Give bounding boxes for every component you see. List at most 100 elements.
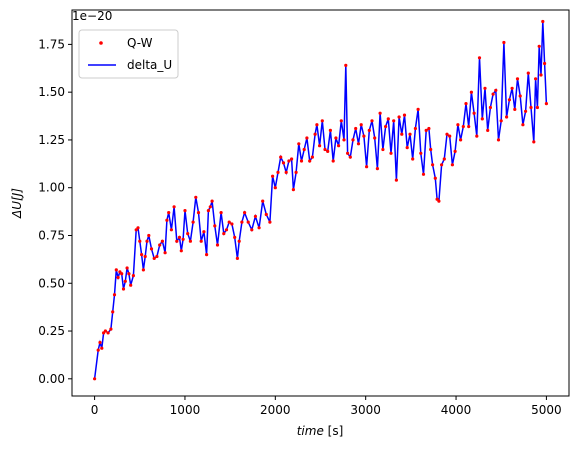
- data-point-q-w: [532, 140, 536, 144]
- data-point-q-w: [315, 123, 319, 127]
- data-point-q-w: [384, 125, 388, 129]
- data-point-q-w: [373, 136, 377, 140]
- data-point-q-w: [541, 19, 545, 24]
- data-point-q-w: [121, 287, 126, 291]
- data-point-q-w: [397, 115, 401, 119]
- data-point-q-w: [188, 239, 192, 243]
- data-point-q-w: [480, 117, 484, 121]
- data-point-q-w: [431, 163, 435, 167]
- data-point-q-w: [287, 159, 291, 163]
- data-point-q-w: [328, 128, 332, 132]
- data-point-q-w: [127, 272, 131, 276]
- data-point-q-w: [116, 275, 120, 280]
- data-point-q-w: [386, 117, 390, 121]
- data-point-q-w: [202, 230, 206, 234]
- data-point-q-w: [308, 159, 312, 163]
- data-point-q-w: [313, 132, 317, 136]
- data-point-q-w: [206, 209, 210, 213]
- x-axis-label: time [s]: [297, 424, 344, 438]
- data-point-q-w: [461, 125, 465, 129]
- data-point-q-w: [257, 226, 261, 230]
- data-point-q-w: [524, 109, 528, 113]
- data-point-q-w: [440, 163, 444, 167]
- data-point-q-w: [472, 111, 476, 115]
- data-point-q-w: [141, 268, 145, 272]
- data-point-q-w: [250, 228, 254, 232]
- x-tick-label: 1000: [170, 403, 201, 417]
- data-point-q-w: [160, 239, 164, 243]
- data-point-q-w: [513, 107, 517, 111]
- y-tick-label: 1.25: [38, 133, 65, 147]
- data-point-q-w: [175, 239, 179, 243]
- y-axis-label: ΔU[J]: [10, 188, 24, 219]
- data-point-q-w: [491, 92, 495, 96]
- data-point-q-w: [290, 157, 294, 161]
- data-point-q-w: [186, 232, 190, 236]
- data-point-q-w: [219, 211, 223, 215]
- data-point-q-w: [205, 253, 209, 257]
- data-point-q-w: [297, 142, 301, 146]
- data-point-q-w: [496, 138, 501, 142]
- data-point-q-w: [346, 151, 350, 155]
- data-point-q-w: [253, 214, 257, 218]
- data-point-q-w: [120, 272, 124, 276]
- data-point-q-w: [213, 224, 217, 228]
- data-point-q-w: [172, 205, 176, 209]
- data-point-q-w: [235, 256, 239, 260]
- data-point-q-w: [424, 128, 428, 132]
- data-point-q-w: [194, 195, 198, 199]
- data-point-q-w: [464, 102, 468, 106]
- data-point-q-w: [145, 239, 149, 243]
- data-point-q-w: [539, 73, 543, 77]
- data-point-q-w: [429, 147, 433, 152]
- y-tick-label: 1.00: [38, 181, 65, 195]
- data-point-q-w: [408, 132, 412, 136]
- data-point-q-w: [96, 348, 100, 352]
- y-axis-offset-text: 1e−20: [72, 9, 112, 23]
- data-point-q-w: [411, 157, 415, 161]
- legend-label-q-w: Q-W: [127, 36, 153, 50]
- data-point-q-w: [199, 239, 203, 243]
- y-tick-label: 0.75: [38, 228, 65, 242]
- data-point-q-w: [147, 233, 151, 238]
- data-point-q-w: [125, 266, 129, 270]
- data-point-q-w: [402, 113, 407, 117]
- data-point-q-w: [342, 138, 346, 142]
- data-point-q-w: [356, 142, 361, 146]
- data-point-q-w: [467, 125, 471, 129]
- data-point-q-w: [138, 239, 142, 243]
- data-point-q-w: [483, 86, 487, 90]
- data-point-q-w: [320, 119, 324, 123]
- data-point-q-w: [243, 211, 247, 215]
- data-point-q-w: [310, 155, 314, 159]
- data-point-q-w: [237, 239, 241, 243]
- data-point-q-w: [543, 61, 547, 66]
- data-point-q-w: [392, 119, 396, 123]
- data-point-q-w: [515, 77, 520, 81]
- data-point-q-w: [413, 126, 417, 131]
- data-point-q-w: [227, 220, 231, 224]
- data-point-q-w: [421, 172, 426, 176]
- data-point-q-w: [445, 132, 449, 136]
- data-point-q-w: [326, 149, 330, 153]
- data-point-q-w: [535, 105, 540, 110]
- data-point-q-w: [537, 44, 541, 48]
- data-point-q-w: [456, 123, 460, 127]
- data-point-q-w: [499, 119, 503, 123]
- data-point-q-w: [183, 209, 187, 213]
- data-point-q-w: [302, 147, 306, 152]
- data-point-q-w: [106, 331, 110, 335]
- data-point-q-w: [505, 115, 509, 119]
- data-point-q-w: [271, 174, 275, 178]
- legend-box: [78, 29, 179, 79]
- data-point-q-w: [114, 268, 118, 272]
- data-point-q-w: [486, 128, 490, 132]
- data-point-q-w: [284, 170, 288, 174]
- data-point-q-w: [149, 247, 154, 251]
- data-point-q-w: [344, 63, 348, 67]
- data-point-q-w: [291, 188, 295, 192]
- data-point-q-w: [233, 235, 237, 239]
- data-point-q-w: [526, 71, 530, 75]
- data-point-q-w: [339, 119, 343, 123]
